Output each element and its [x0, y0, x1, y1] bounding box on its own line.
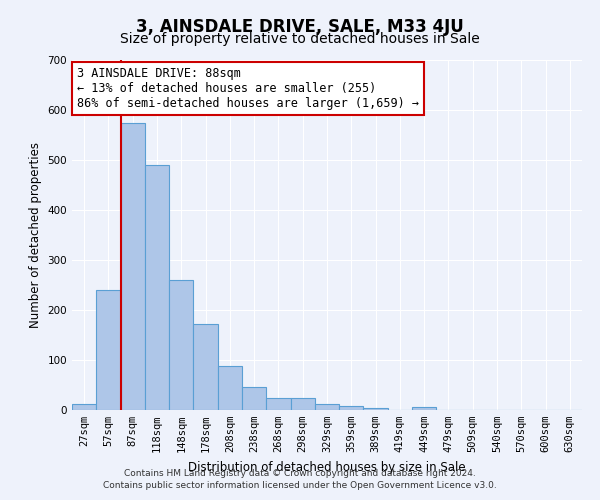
- Bar: [315, 404, 339, 410]
- Bar: [339, 406, 364, 410]
- Text: Contains HM Land Registry data © Crown copyright and database right 2024.
Contai: Contains HM Land Registry data © Crown c…: [103, 468, 497, 490]
- X-axis label: Distribution of detached houses by size in Sale: Distribution of detached houses by size …: [188, 460, 466, 473]
- Bar: [72, 404, 96, 410]
- Bar: [145, 165, 169, 410]
- Bar: [218, 366, 242, 410]
- Bar: [169, 280, 193, 410]
- Y-axis label: Number of detached properties: Number of detached properties: [29, 142, 42, 328]
- Bar: [412, 407, 436, 410]
- Bar: [96, 290, 121, 410]
- Bar: [364, 408, 388, 410]
- Bar: [193, 324, 218, 410]
- Bar: [121, 122, 145, 410]
- Text: Size of property relative to detached houses in Sale: Size of property relative to detached ho…: [120, 32, 480, 46]
- Bar: [242, 387, 266, 410]
- Bar: [266, 398, 290, 410]
- Bar: [290, 398, 315, 410]
- Text: 3 AINSDALE DRIVE: 88sqm
← 13% of detached houses are smaller (255)
86% of semi-d: 3 AINSDALE DRIVE: 88sqm ← 13% of detache…: [77, 67, 419, 110]
- Text: 3, AINSDALE DRIVE, SALE, M33 4JU: 3, AINSDALE DRIVE, SALE, M33 4JU: [136, 18, 464, 36]
